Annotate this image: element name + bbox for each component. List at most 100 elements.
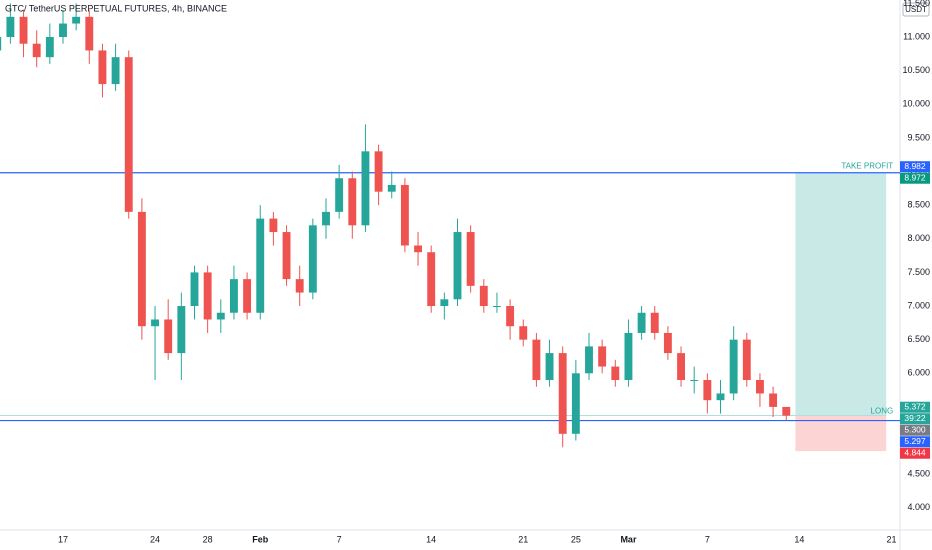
candle-body — [703, 380, 712, 401]
x-tick-label: Mar — [620, 534, 637, 544]
candle-body — [216, 312, 225, 320]
price-label-box — [900, 172, 930, 184]
y-tick-label: 11.000 — [903, 31, 930, 41]
candle-body — [519, 326, 528, 340]
price-label: 8.972 — [904, 173, 926, 183]
candle-body — [151, 319, 159, 327]
stop-loss-zone — [795, 415, 887, 452]
y-tick-label: 7.000 — [907, 300, 930, 310]
candle-body — [453, 232, 462, 300]
candle-body — [243, 279, 252, 313]
candle-body — [729, 339, 738, 394]
candle-body — [85, 16, 94, 51]
x-tick-label: 21 — [886, 534, 896, 544]
y-tick-label: 4.500 — [907, 469, 930, 479]
candle-body — [493, 306, 501, 308]
x-tick-label: 25 — [571, 534, 581, 544]
candle-body — [164, 319, 173, 354]
candle-body — [203, 272, 212, 320]
candle-body — [742, 339, 751, 381]
take-profit-label: TAKE PROFIT — [841, 162, 893, 171]
candle-body — [322, 211, 330, 226]
candle-body — [72, 16, 81, 24]
candle-body — [124, 57, 133, 212]
price-label-box — [900, 401, 930, 413]
candle-body — [32, 43, 41, 58]
candle-body — [308, 225, 317, 293]
y-tick-label: 10.000 — [902, 99, 930, 109]
price-label-box — [900, 436, 930, 448]
candle-body — [335, 178, 344, 212]
candle-body — [137, 211, 146, 327]
candle-body — [611, 366, 620, 381]
price-label-box — [900, 413, 930, 425]
currency: USDT — [905, 5, 927, 14]
candle-body — [650, 312, 659, 333]
candle-body — [111, 57, 120, 85]
candle-body — [295, 279, 304, 293]
y-tick-label: 6.500 — [907, 334, 930, 344]
x-tick-label: 21 — [518, 534, 528, 544]
candle-body — [400, 184, 409, 246]
candle-body — [663, 332, 672, 354]
y-tick-label: 6.000 — [907, 368, 930, 378]
x-tick-label: 17 — [58, 534, 68, 544]
candle-body — [374, 151, 383, 192]
candle-body — [440, 299, 449, 307]
candle-body — [269, 218, 278, 233]
plot-area — [0, 3, 900, 452]
y-tick-label: 11.500 — [903, 0, 930, 8]
candle-body — [229, 279, 238, 313]
y-tick-label: 10.500 — [902, 65, 930, 75]
entry-label: LONG — [871, 407, 894, 416]
candle-body — [59, 23, 67, 37]
x-tick-label: 14 — [794, 534, 804, 544]
candle-body — [769, 393, 778, 407]
candle-body — [558, 353, 567, 434]
candle-body — [782, 406, 791, 416]
candle-body — [479, 285, 488, 307]
candle-body — [598, 346, 607, 367]
candle-body — [45, 36, 54, 58]
candle-body — [282, 232, 291, 280]
candle-body — [190, 272, 199, 307]
candle-body — [506, 306, 515, 327]
candle-body — [387, 184, 396, 192]
y-tick-label: 7.500 — [907, 267, 930, 277]
candle-body — [545, 353, 554, 381]
candle-body — [690, 380, 699, 382]
x-tick-label: 7 — [705, 534, 710, 544]
price-label: 5.372 — [904, 402, 926, 412]
candle-body — [6, 16, 15, 37]
x-tick-label: 7 — [337, 534, 342, 544]
candle-body — [256, 218, 265, 313]
candle-body — [348, 178, 357, 226]
candle-body — [624, 332, 633, 381]
x-tick-label: Feb — [252, 534, 269, 544]
price-label: 39:22 — [904, 413, 926, 423]
take-profit-zone — [795, 173, 887, 416]
candle-body — [716, 393, 725, 401]
currency-box — [902, 2, 930, 17]
candle-body — [19, 16, 28, 44]
price-label-box — [900, 447, 930, 459]
candle-body — [0, 36, 2, 51]
candle-body — [585, 346, 593, 374]
y-tick-label: 8.000 — [907, 233, 930, 243]
candle-body — [361, 151, 370, 226]
candle-body — [177, 306, 186, 354]
candle-body — [98, 50, 107, 85]
price-label-box — [900, 161, 930, 173]
y-tick-label: 4.000 — [907, 502, 930, 512]
x-tick-label: 14 — [426, 534, 436, 544]
candle-body — [414, 245, 422, 253]
price-label: 4.844 — [904, 448, 926, 458]
y-tick-label: 9.500 — [907, 132, 930, 142]
candle-body — [756, 380, 764, 394]
price-label: 5.300 — [904, 425, 926, 435]
x-tick-label: 24 — [150, 534, 160, 544]
y-tick-label: 8.500 — [907, 200, 930, 210]
candle-body — [637, 312, 646, 333]
